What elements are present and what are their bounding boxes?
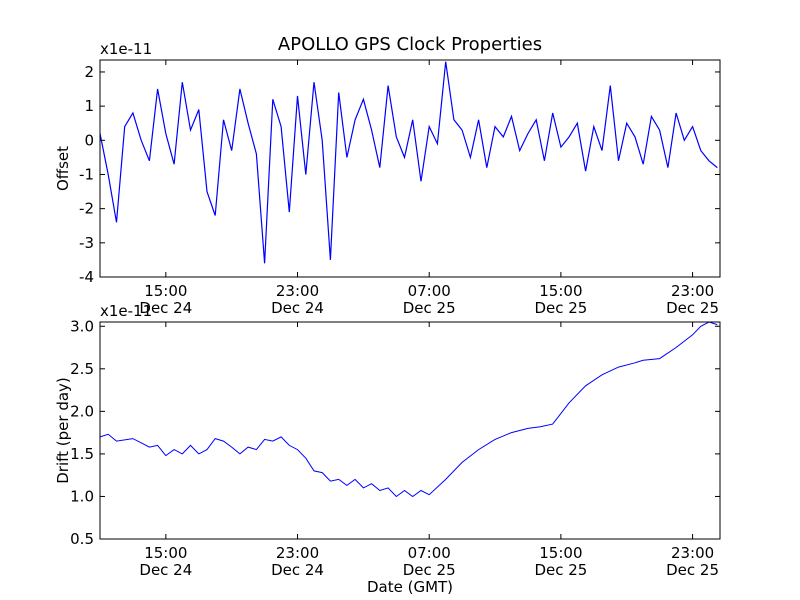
x-tick-label-time: 15:00	[144, 282, 187, 300]
y-tick-label: 1.5	[70, 445, 94, 463]
y-axis-label: Drift (per day)	[54, 377, 72, 484]
y-tick-label: 2.0	[70, 402, 94, 420]
x-tick-label-time: 23:00	[671, 282, 714, 300]
x-tick-label-date: Dec 24	[271, 299, 324, 317]
y-tick-label: 0	[84, 131, 94, 149]
y-tick-label: 2	[84, 63, 94, 81]
x-tick-label-date: Dec 24	[139, 561, 192, 579]
x-tick-label-time: 23:00	[671, 544, 714, 562]
x-tick-label-date: Dec 25	[403, 299, 456, 317]
y-axis-label: Offset	[54, 146, 72, 191]
x-tick-label-time: 15:00	[539, 282, 582, 300]
chart-title: APOLLO GPS Clock Properties	[278, 34, 542, 55]
y-tick-label: 0.5	[70, 530, 94, 548]
y-tick-label: 3.0	[70, 317, 94, 335]
x-tick-label-time: 23:00	[276, 282, 319, 300]
y-tick-label: -3	[79, 234, 94, 252]
x-axis-label: Date (GMT)	[367, 578, 453, 596]
x-tick-label-date: Dec 25	[666, 299, 719, 317]
x-tick-label-date: Dec 25	[403, 561, 456, 579]
y-tick-label: 1	[84, 97, 94, 115]
x-tick-label-date: Dec 25	[534, 561, 587, 579]
y-tick-label: 2.5	[70, 360, 94, 378]
y-tick-label: 1.0	[70, 487, 94, 505]
x-tick-label-date: Dec 25	[534, 299, 587, 317]
y-tick-label: -1	[79, 165, 94, 183]
axes-frame	[99, 59, 721, 278]
x-tick-label-time: 23:00	[276, 544, 319, 562]
y-multiplier-label: x1e-11	[100, 302, 152, 320]
series-line	[99, 321, 718, 498]
axes-frame	[99, 321, 721, 540]
x-tick-label-date: Dec 25	[666, 561, 719, 579]
x-tick-label-time: 15:00	[144, 544, 187, 562]
x-tick-label-time: 07:00	[408, 544, 451, 562]
y-tick-label: -4	[79, 268, 94, 286]
x-tick-label-time: 07:00	[408, 282, 451, 300]
x-tick-label-time: 15:00	[539, 544, 582, 562]
x-tick-label-date: Dec 24	[271, 561, 324, 579]
x-tick-label-date: Dec 24	[139, 299, 192, 317]
y-tick-label: -2	[79, 200, 94, 218]
y-multiplier-label: x1e-11	[100, 40, 152, 58]
series-line	[99, 61, 718, 264]
